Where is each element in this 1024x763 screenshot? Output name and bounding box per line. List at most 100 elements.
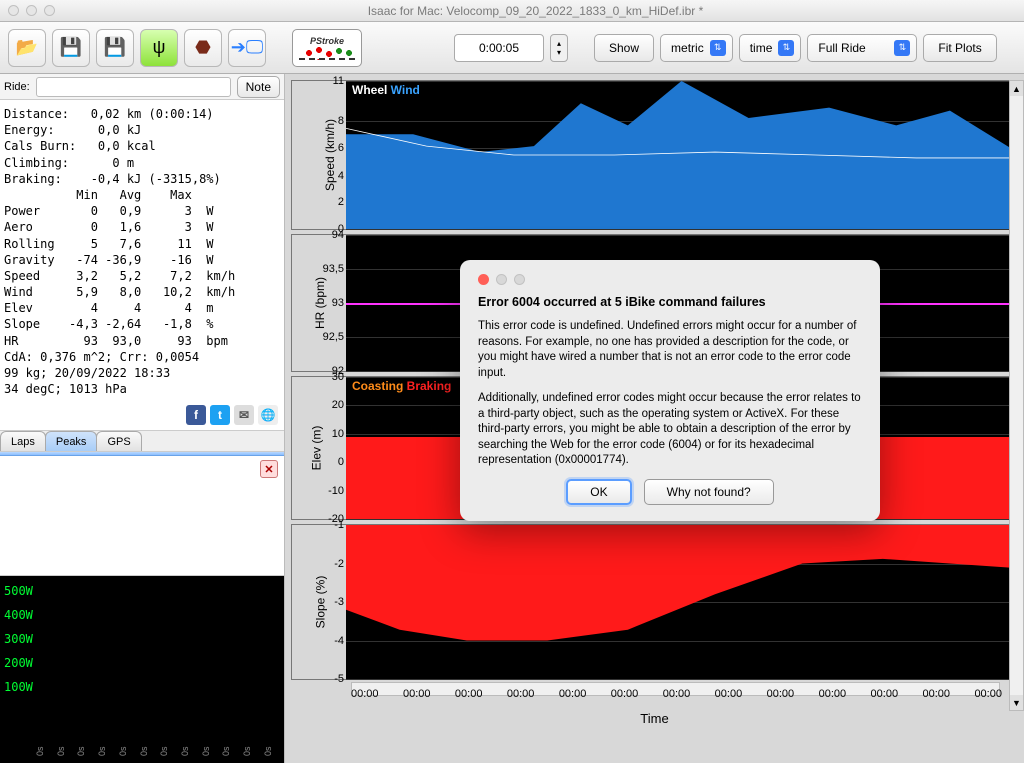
legend-item: Wheel: [352, 83, 391, 97]
unit-select[interactable]: metric⇅: [660, 34, 733, 62]
usb-icon: ψ: [153, 37, 166, 58]
show-button[interactable]: Show: [594, 34, 654, 62]
dialog-zoom-icon: [514, 274, 525, 285]
mail-icon[interactable]: ✉: [234, 405, 254, 425]
legend-item: Wind: [391, 83, 420, 97]
dialog-min-icon: [496, 274, 507, 285]
peaks-xtick: 0s: [221, 746, 231, 756]
axis-select[interactable]: time ⇅: [739, 34, 802, 62]
ok-button[interactable]: OK: [566, 479, 631, 505]
speed-chart: Speed (km/h)1186420Wheel Wind: [291, 80, 1018, 230]
pstroke-button[interactable]: PStroke: [292, 29, 362, 67]
peaks-xtick: 0s: [139, 746, 149, 756]
ytick: 4: [338, 170, 344, 182]
xtick: 00:00: [715, 688, 743, 700]
sync-button[interactable]: ➔🖵: [228, 29, 266, 67]
tab-laps[interactable]: Laps: [0, 431, 46, 451]
tab-label: Peaks: [56, 436, 87, 448]
time-stepper[interactable]: ▴▾: [550, 34, 568, 62]
scroll-up-icon[interactable]: ▲: [1010, 81, 1023, 96]
device-button[interactable]: ⬣: [184, 29, 222, 67]
fit-label: Fit Plots: [938, 41, 981, 55]
minimize-dot[interactable]: [26, 5, 37, 16]
chevron-up-icon: ▴: [557, 39, 561, 48]
peaks-ytick: 400W: [4, 608, 33, 622]
ytick: 10: [332, 428, 344, 440]
peaks-xtick: 0s: [180, 746, 190, 756]
open-button[interactable]: 📂: [8, 29, 46, 67]
ytick: -10: [328, 485, 344, 497]
earth-icon[interactable]: 🌐: [258, 405, 278, 425]
axis-select-value: time: [750, 41, 773, 55]
peaks-list: ✕: [0, 456, 284, 576]
peaks-ytick: 200W: [4, 656, 33, 670]
device-icon: ⬣: [195, 37, 211, 58]
tab-peaks[interactable]: Peaks: [45, 431, 98, 451]
ytick: -1: [334, 519, 344, 531]
ytick: 94: [332, 229, 344, 241]
usb-button[interactable]: ψ: [140, 29, 178, 67]
peaks-xtick: 0s: [97, 746, 107, 756]
ytick: 0: [338, 456, 344, 468]
window-title: Isaac for Mac: Velocomp_09_20_2022_1833_…: [55, 4, 1016, 18]
xtick: 00:00: [559, 688, 587, 700]
time-field[interactable]: 0:00:05: [454, 34, 544, 62]
x-axis: 00:0000:0000:0000:0000:0000:0000:0000:00…: [291, 684, 1018, 728]
save-button[interactable]: 💾: [52, 29, 90, 67]
ytick: 30: [332, 371, 344, 383]
note-button[interactable]: Note: [237, 76, 280, 98]
pstroke-wave-icon: [299, 46, 355, 60]
ytick: 92,5: [323, 331, 344, 343]
scroll-down-icon[interactable]: ▼: [1010, 695, 1023, 710]
error-dialog: Error 6004 occurred at 5 iBike command f…: [460, 260, 880, 521]
ride-input[interactable]: [36, 77, 231, 97]
dialog-body-2: Additionally, undefined error codes migh…: [478, 391, 862, 469]
show-label: Show: [609, 41, 639, 55]
ytick: 20: [332, 399, 344, 411]
social-row: f t ✉ 🌐: [0, 400, 284, 430]
tab-gps[interactable]: GPS: [96, 431, 141, 451]
slope-chart: Slope (%)-1-2-3-4-5: [291, 524, 1018, 680]
twitter-icon[interactable]: t: [210, 405, 230, 425]
ytick: -4: [334, 635, 344, 647]
ytick: 2: [338, 196, 344, 208]
tab-label: GPS: [107, 436, 130, 448]
pstroke-label: PStroke: [310, 36, 344, 46]
dialog-traffic: [478, 274, 862, 285]
range-select-value: Full Ride: [818, 41, 888, 55]
vertical-scrollbar[interactable]: ▲ ▼: [1009, 80, 1024, 711]
fit-plots-button[interactable]: Fit Plots: [923, 34, 996, 62]
save-as-button[interactable]: 💾: [96, 29, 134, 67]
tab-label: Laps: [11, 436, 35, 448]
range-select[interactable]: Full Ride ⇅: [807, 34, 917, 62]
peaks-xtick: 0s: [201, 746, 211, 756]
ytick: 11: [333, 75, 344, 87]
ytick: -2: [334, 558, 344, 570]
xtick: 00:00: [922, 688, 950, 700]
traffic-lights: [8, 5, 55, 16]
ytick: 93: [332, 297, 344, 309]
close-icon[interactable]: ✕: [260, 460, 278, 478]
close-dot[interactable]: [8, 5, 19, 16]
chevron-updown-icon: ⇅: [710, 40, 726, 56]
note-label: Note: [246, 80, 271, 94]
chevron-updown-icon: ⇅: [778, 40, 794, 56]
window-titlebar: Isaac for Mac: Velocomp_09_20_2022_1833_…: [0, 0, 1024, 22]
dialog-close-icon[interactable]: [478, 274, 489, 285]
zoom-dot[interactable]: [44, 5, 55, 16]
peaks-xtick: 0s: [242, 746, 252, 756]
ride-label: Ride:: [4, 81, 30, 93]
xtick: 00:00: [974, 688, 1002, 700]
peaks-xtick: 0s: [56, 746, 66, 756]
ytick: -3: [334, 596, 344, 608]
xtick: 00:00: [351, 688, 379, 700]
peaks-xtick: 0s: [159, 746, 169, 756]
facebook-icon[interactable]: f: [186, 405, 206, 425]
toolbar: 📂 💾 💾 ψ ⬣ ➔🖵 PStroke 0:00:05 ▴▾ Show met…: [0, 22, 1024, 74]
peaks-xtick: 0s: [118, 746, 128, 756]
ytick: 6: [338, 142, 344, 154]
chevron-updown-icon: ⇅: [894, 40, 910, 56]
why-button[interactable]: Why not found?: [644, 479, 774, 505]
left-panel: Ride: Note Distance: 0,02 km (0:00:14) E…: [0, 74, 285, 763]
legend: Coasting Braking: [352, 379, 451, 393]
